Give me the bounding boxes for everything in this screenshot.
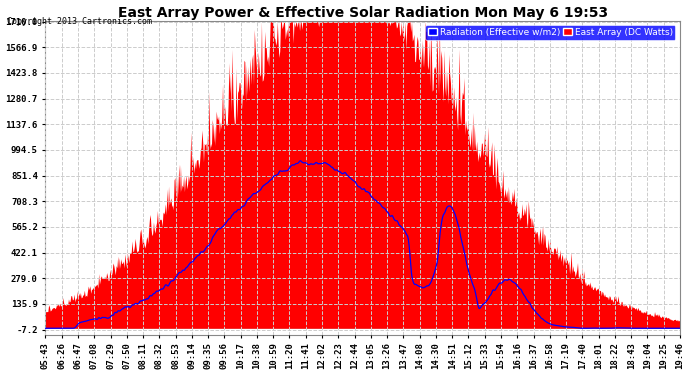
- Legend: Radiation (Effective w/m2), East Array (DC Watts): Radiation (Effective w/m2), East Array (…: [425, 25, 676, 40]
- Title: East Array Power & Effective Solar Radiation Mon May 6 19:53: East Array Power & Effective Solar Radia…: [117, 6, 608, 20]
- Text: Copyright 2013 Cartronics.com: Copyright 2013 Cartronics.com: [7, 17, 152, 26]
